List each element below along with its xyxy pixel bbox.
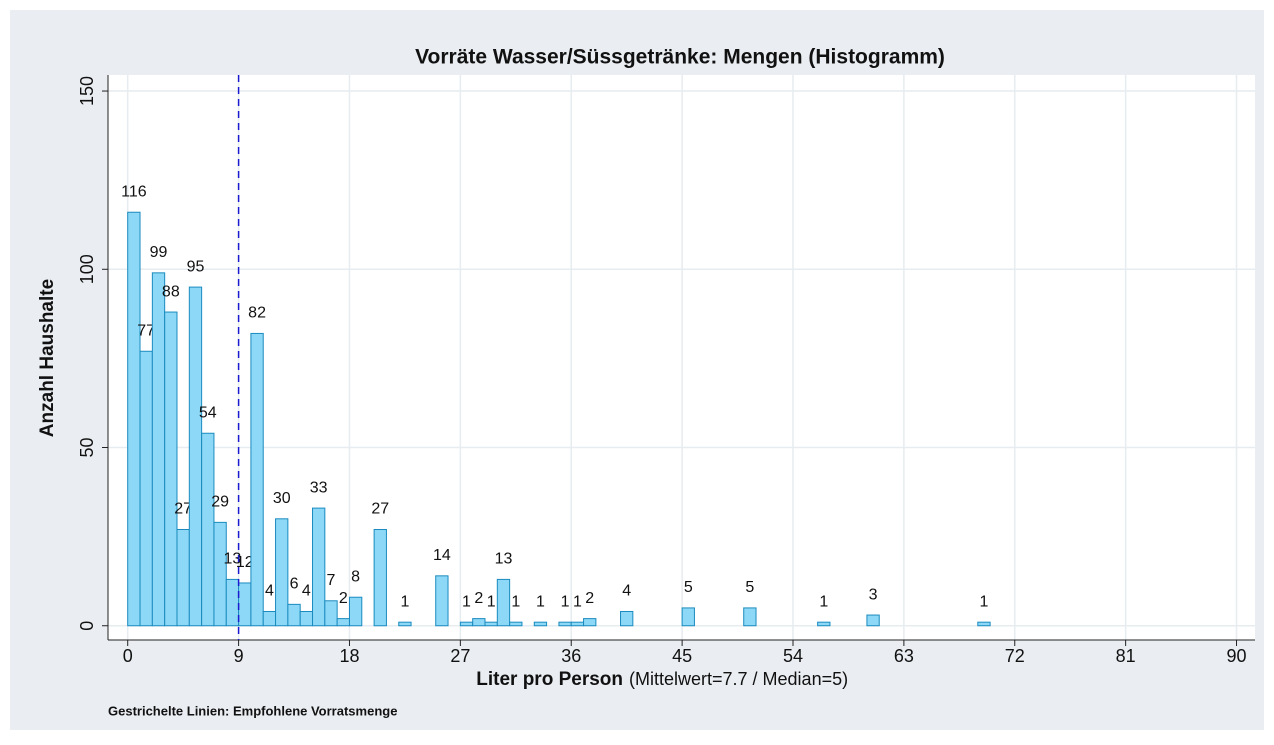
- value-label: 95: [187, 258, 205, 275]
- x-axis-label: Liter pro Person: [476, 669, 623, 690]
- x-tick-label: 90: [1227, 646, 1247, 666]
- value-label: 77: [137, 322, 155, 339]
- bar: [373, 528, 387, 627]
- bar: [250, 332, 264, 627]
- bar: [620, 610, 634, 627]
- bar: [127, 211, 141, 627]
- bar: [558, 621, 572, 627]
- bar: [472, 618, 486, 627]
- bar: [459, 621, 474, 627]
- y-tick-label: 150: [77, 76, 97, 106]
- y-axis-label: Anzahl Haushalte: [37, 279, 58, 437]
- value-label: 54: [199, 404, 217, 421]
- bar: [213, 521, 227, 627]
- bar: [151, 272, 166, 627]
- footnote: Gestrichelte Linien: Empfohlene Vorratsm…: [108, 703, 397, 718]
- value-label: 14: [433, 547, 451, 564]
- bar: [484, 621, 498, 627]
- value-label: 4: [622, 583, 631, 600]
- value-label: 1: [487, 593, 496, 610]
- value-label: 33: [310, 479, 328, 496]
- bar: [262, 610, 277, 627]
- bar: [496, 578, 511, 627]
- value-label: 13: [495, 551, 513, 568]
- bar: [201, 432, 215, 627]
- value-label: 88: [162, 283, 180, 300]
- value-label: 13: [224, 551, 242, 568]
- value-label: 7: [327, 572, 336, 589]
- bar: [238, 582, 252, 627]
- bar: [977, 621, 991, 627]
- value-label: 99: [150, 244, 168, 261]
- bar: [275, 518, 289, 627]
- bar: [164, 311, 178, 627]
- value-label: 5: [745, 579, 754, 596]
- bar: [570, 621, 585, 627]
- value-label: 2: [585, 590, 594, 607]
- y-tick-label: 50: [77, 437, 97, 457]
- x-tick-label: 9: [234, 646, 244, 666]
- bar: [866, 614, 880, 627]
- bar: [176, 528, 190, 627]
- value-label: 5: [684, 579, 693, 596]
- value-label: 116: [121, 183, 147, 200]
- x-tick-label: 81: [1116, 646, 1136, 666]
- value-label: 1: [400, 593, 409, 610]
- value-label: 1: [819, 593, 828, 610]
- x-tick-label: 27: [450, 646, 470, 666]
- bar: [348, 596, 363, 627]
- value-label: 1: [511, 593, 520, 610]
- value-label: 8: [351, 568, 360, 585]
- bar: [398, 621, 412, 627]
- value-label: 4: [265, 583, 274, 600]
- bar: [681, 607, 695, 627]
- bar: [287, 603, 301, 627]
- y-tick-label: 0: [77, 621, 97, 631]
- value-label: 1: [561, 593, 570, 610]
- y-tick-label: 100: [77, 254, 97, 284]
- bar: [533, 621, 548, 627]
- value-label: 82: [248, 305, 266, 322]
- x-tick-label: 54: [783, 646, 803, 666]
- value-label: 29: [211, 494, 229, 511]
- value-label: 3: [869, 586, 878, 603]
- chart-title: Vorräte Wasser/Süssgetränke: Mengen (His…: [415, 46, 945, 69]
- value-label: 2: [474, 590, 483, 607]
- value-label: 27: [371, 501, 389, 518]
- bar: [743, 607, 757, 627]
- value-label: 12: [236, 554, 254, 571]
- bar: [435, 575, 449, 627]
- bar: [509, 621, 523, 627]
- value-label: 1: [462, 593, 471, 610]
- x-tick-label: 36: [561, 646, 581, 666]
- x-tick-label: 0: [123, 646, 133, 666]
- value-label: 2: [339, 590, 348, 607]
- bar: [299, 610, 314, 627]
- value-label: 27: [174, 501, 192, 518]
- bar: [583, 618, 597, 627]
- bar: [336, 618, 350, 627]
- bar: [324, 600, 338, 627]
- x-tick-label: 72: [1005, 646, 1025, 666]
- value-label: 1: [573, 593, 582, 610]
- x-tick-label: 63: [894, 646, 914, 666]
- value-label: 30: [273, 490, 291, 507]
- bar: [188, 286, 203, 627]
- bar: [225, 578, 240, 627]
- bar: [139, 350, 153, 627]
- value-label: 6: [290, 576, 299, 593]
- bar: [817, 621, 831, 627]
- x-tick-label: 45: [672, 646, 692, 666]
- value-label: 4: [302, 583, 311, 600]
- value-label: 1: [536, 593, 545, 610]
- value-label: 1: [980, 593, 989, 610]
- bar: [312, 507, 326, 627]
- x-axis-note: (Mittelwert=7.7 / Median=5): [629, 669, 848, 689]
- x-tick-label: 18: [339, 646, 359, 666]
